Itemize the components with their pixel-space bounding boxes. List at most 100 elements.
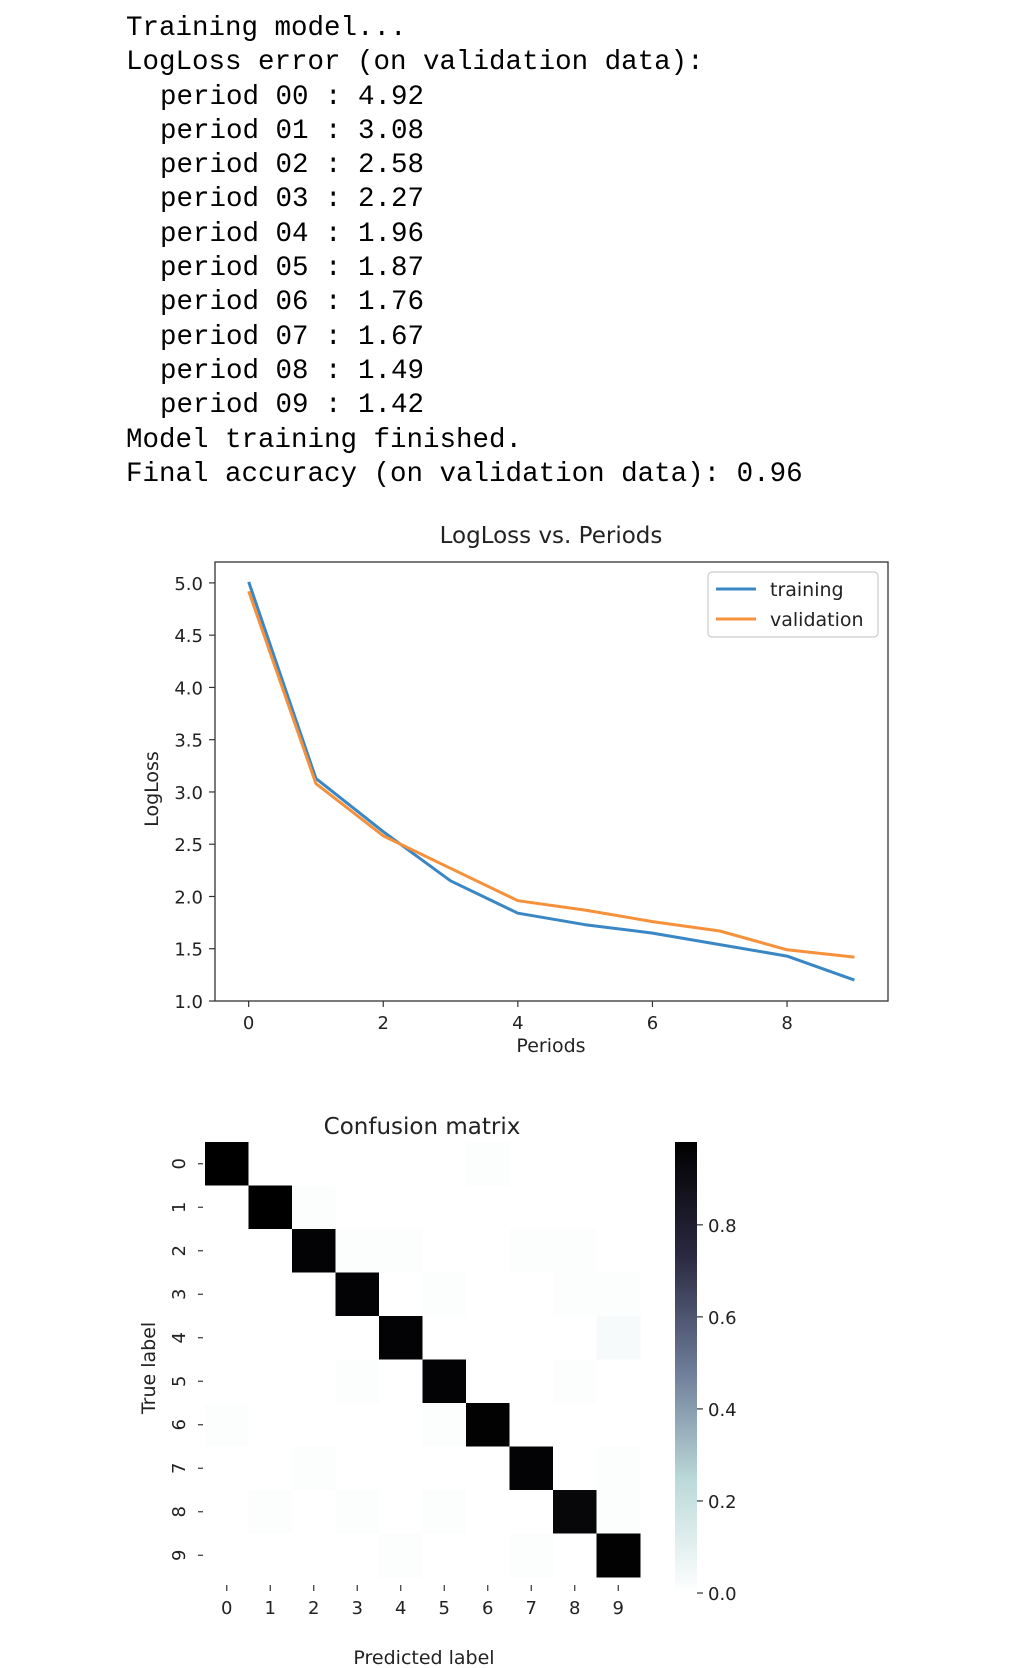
cm-cell xyxy=(249,1447,293,1491)
cm-cell xyxy=(553,1534,597,1578)
console-period-line: period 00 : 4.92 xyxy=(126,81,803,115)
cm-cell xyxy=(379,1273,423,1317)
console-final-accuracy: Final accuracy (on validation data): 0.9… xyxy=(126,458,803,492)
cm-cell xyxy=(597,1316,641,1360)
cm-xtick-label: 1 xyxy=(265,1598,276,1619)
cm-cell xyxy=(336,1142,380,1186)
cm-xtick-label: 9 xyxy=(613,1598,624,1619)
cm-colorbar-label: 0.4 xyxy=(708,1400,737,1421)
cm-cell xyxy=(249,1142,293,1186)
cm-cell xyxy=(292,1142,336,1186)
cm-cell xyxy=(292,1447,336,1491)
cm-cell xyxy=(466,1360,510,1404)
cm-cell xyxy=(249,1534,293,1578)
loss-chart-legend: trainingvalidation xyxy=(708,572,878,637)
loss-xtick-label: 2 xyxy=(378,1013,389,1034)
cm-cell xyxy=(292,1360,336,1404)
cm-colorbar-label: 0.2 xyxy=(708,1492,737,1513)
console-header: Training model... xyxy=(126,12,803,46)
console-subheader: LogLoss error (on validation data): xyxy=(126,46,803,80)
cm-cell xyxy=(249,1403,293,1447)
loss-ytick-label: 4.5 xyxy=(174,626,203,647)
cm-xtick-label: 4 xyxy=(395,1598,406,1619)
cm-cell xyxy=(466,1186,510,1230)
cm-cell xyxy=(292,1273,336,1317)
loss-xtick-label: 0 xyxy=(243,1013,254,1034)
cm-ytick-label: 6 xyxy=(169,1419,190,1430)
cm-xtick-label: 8 xyxy=(569,1598,580,1619)
cm-cell xyxy=(510,1490,554,1534)
cm-ytick-label: 8 xyxy=(169,1506,190,1517)
cm-colorbar-label: 0.0 xyxy=(708,1584,737,1605)
loss-xtick-label: 8 xyxy=(781,1013,792,1034)
cm-cell xyxy=(510,1447,554,1491)
loss-series-line-training xyxy=(249,582,855,980)
cm-cell xyxy=(597,1229,641,1273)
cm-cell xyxy=(336,1490,380,1534)
cm-cell xyxy=(597,1534,641,1578)
cm-cell xyxy=(466,1273,510,1317)
cm-cell xyxy=(249,1229,293,1273)
cm-cell xyxy=(423,1490,467,1534)
loss-xtick-label: 6 xyxy=(647,1013,658,1034)
cm-ytick-label: 9 xyxy=(169,1550,190,1561)
loss-ytick-label: 1.0 xyxy=(174,992,203,1013)
cm-cell xyxy=(423,1403,467,1447)
cm-cell xyxy=(510,1186,554,1230)
cm-cell xyxy=(510,1534,554,1578)
cm-cell xyxy=(597,1490,641,1534)
cm-cell xyxy=(466,1229,510,1273)
cm-cell xyxy=(379,1229,423,1273)
cm-cell xyxy=(553,1186,597,1230)
cm-cell xyxy=(292,1186,336,1230)
cm-cell xyxy=(597,1142,641,1186)
cm-cell xyxy=(292,1229,336,1273)
cm-cell xyxy=(553,1447,597,1491)
cm-ytick-label: 0 xyxy=(169,1158,190,1169)
loss-xtick-label: 4 xyxy=(512,1013,523,1034)
console-output: Training model... LogLoss error (on valid… xyxy=(126,12,803,492)
cm-cell xyxy=(205,1403,249,1447)
cm-cell xyxy=(379,1316,423,1360)
cm-cell xyxy=(249,1273,293,1317)
cm-cell xyxy=(249,1490,293,1534)
cm-cell xyxy=(510,1229,554,1273)
cm-cell xyxy=(423,1273,467,1317)
cm-cell xyxy=(423,1186,467,1230)
cm-cell xyxy=(336,1316,380,1360)
cm-cell xyxy=(292,1403,336,1447)
confusion-matrix-chart: Confusion matrix True label Predicted la… xyxy=(0,1100,1028,1668)
console-period-line: period 06 : 1.76 xyxy=(126,286,803,320)
cm-cell xyxy=(336,1186,380,1230)
loss-legend-label-validation: validation xyxy=(770,609,864,631)
cm-cell xyxy=(205,1142,249,1186)
cm-cell xyxy=(205,1360,249,1404)
cm-cell xyxy=(597,1447,641,1491)
cm-cell xyxy=(510,1273,554,1317)
console-period-line: period 05 : 1.87 xyxy=(126,252,803,286)
cm-cell xyxy=(466,1403,510,1447)
cm-ytick-label: 2 xyxy=(169,1245,190,1256)
loss-ytick-label: 3.5 xyxy=(174,731,203,752)
cm-cell xyxy=(510,1142,554,1186)
cm-cell xyxy=(553,1490,597,1534)
cm-cell xyxy=(205,1229,249,1273)
cm-cell xyxy=(553,1316,597,1360)
cm-cell xyxy=(423,1447,467,1491)
cm-cell xyxy=(379,1360,423,1404)
cm-chart-ylabel: True label xyxy=(138,1322,160,1415)
cm-cell xyxy=(292,1534,336,1578)
cm-cell xyxy=(423,1360,467,1404)
loss-chart-ylabel: LogLoss xyxy=(141,751,163,827)
cm-ytick-label: 3 xyxy=(169,1289,190,1300)
cm-cell xyxy=(553,1229,597,1273)
cm-xtick-label: 0 xyxy=(221,1598,232,1619)
cm-cell xyxy=(466,1142,510,1186)
cm-cell xyxy=(553,1360,597,1404)
cm-cell xyxy=(379,1403,423,1447)
cm-cell xyxy=(510,1360,554,1404)
loss-ytick-label: 1.5 xyxy=(174,940,203,961)
cm-cell xyxy=(466,1490,510,1534)
cm-cell xyxy=(336,1273,380,1317)
console-period-line: period 03 : 2.27 xyxy=(126,183,803,217)
